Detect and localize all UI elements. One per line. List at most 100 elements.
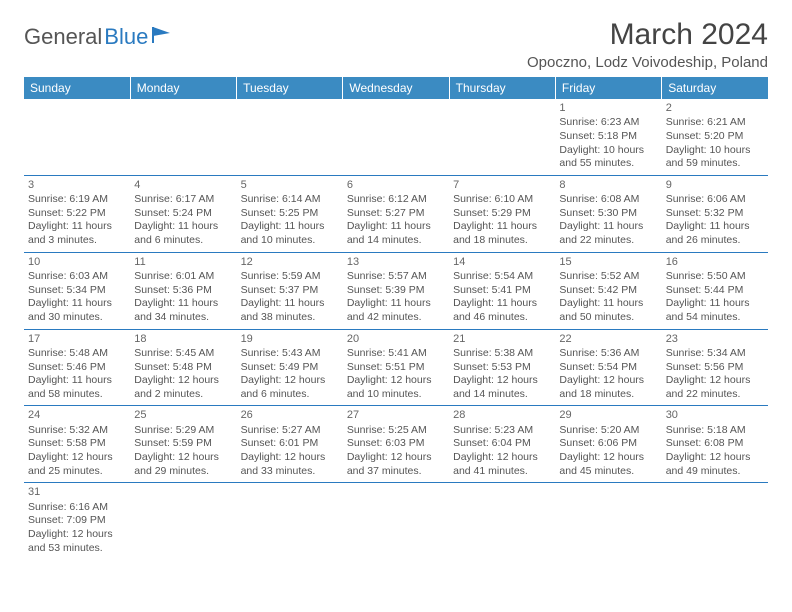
day-number: 21 [453, 332, 551, 346]
calendar-cell: 20Sunrise: 5:41 AMSunset: 5:51 PMDayligh… [343, 329, 449, 406]
day-number: 15 [559, 255, 657, 269]
calendar-cell: 13Sunrise: 5:57 AMSunset: 5:39 PMDayligh… [343, 252, 449, 329]
calendar-cell: 17Sunrise: 5:48 AMSunset: 5:46 PMDayligh… [24, 329, 130, 406]
calendar-cell: 2Sunrise: 6:21 AMSunset: 5:20 PMDaylight… [662, 99, 768, 175]
logo-text-1: General [24, 24, 102, 50]
day-number: 16 [666, 255, 764, 269]
calendar-cell: 5Sunrise: 6:14 AMSunset: 5:25 PMDaylight… [237, 175, 343, 252]
calendar-week: 1Sunrise: 6:23 AMSunset: 5:18 PMDaylight… [24, 99, 768, 175]
cell-line: Sunset: 5:32 PM [666, 207, 764, 221]
cell-line: and 25 minutes. [28, 465, 126, 479]
cell-line: Daylight: 12 hours [28, 528, 126, 542]
cell-line: Sunset: 5:37 PM [241, 284, 339, 298]
cell-line: and 55 minutes. [559, 157, 657, 171]
cell-line: Sunrise: 6:17 AM [134, 193, 232, 207]
cell-line: Sunrise: 5:32 AM [28, 424, 126, 438]
cell-line: Daylight: 11 hours [347, 220, 445, 234]
calendar-cell [449, 483, 555, 559]
cell-line: Daylight: 12 hours [347, 451, 445, 465]
cell-line: Sunrise: 6:14 AM [241, 193, 339, 207]
calendar-cell [555, 483, 661, 559]
calendar-week: 17Sunrise: 5:48 AMSunset: 5:46 PMDayligh… [24, 329, 768, 406]
cell-line: Sunset: 5:48 PM [134, 361, 232, 375]
cell-line: Sunrise: 6:21 AM [666, 116, 764, 130]
calendar-week: 24Sunrise: 5:32 AMSunset: 5:58 PMDayligh… [24, 406, 768, 483]
day-number: 14 [453, 255, 551, 269]
day-number: 30 [666, 408, 764, 422]
cell-line: Daylight: 11 hours [453, 297, 551, 311]
cell-line: Sunrise: 6:10 AM [453, 193, 551, 207]
calendar-cell [130, 483, 236, 559]
cell-line: Sunrise: 6:01 AM [134, 270, 232, 284]
cell-line: Sunrise: 5:59 AM [241, 270, 339, 284]
calendar-cell: 24Sunrise: 5:32 AMSunset: 5:58 PMDayligh… [24, 406, 130, 483]
cell-line: and 50 minutes. [559, 311, 657, 325]
calendar-table: SundayMondayTuesdayWednesdayThursdayFrid… [24, 77, 768, 559]
cell-line: Sunrise: 5:25 AM [347, 424, 445, 438]
cell-line: Daylight: 12 hours [241, 451, 339, 465]
day-header: Friday [555, 77, 661, 99]
day-number: 17 [28, 332, 126, 346]
cell-line: and 33 minutes. [241, 465, 339, 479]
cell-line: and 34 minutes. [134, 311, 232, 325]
calendar-cell: 6Sunrise: 6:12 AMSunset: 5:27 PMDaylight… [343, 175, 449, 252]
cell-line: Daylight: 11 hours [28, 297, 126, 311]
cell-line: Sunrise: 5:38 AM [453, 347, 551, 361]
logo-text-2: Blue [104, 24, 148, 50]
cell-line: Sunrise: 5:57 AM [347, 270, 445, 284]
cell-line: Daylight: 12 hours [347, 374, 445, 388]
day-number: 28 [453, 408, 551, 422]
calendar-cell [449, 99, 555, 175]
day-header: Saturday [662, 77, 768, 99]
day-number: 8 [559, 178, 657, 192]
cell-line: Sunset: 5:51 PM [347, 361, 445, 375]
cell-line: Daylight: 12 hours [559, 374, 657, 388]
cell-line: and 59 minutes. [666, 157, 764, 171]
cell-line: Sunrise: 5:54 AM [453, 270, 551, 284]
cell-line: Sunset: 7:09 PM [28, 514, 126, 528]
cell-line: Daylight: 12 hours [666, 374, 764, 388]
cell-line: Sunrise: 6:12 AM [347, 193, 445, 207]
calendar-cell: 14Sunrise: 5:54 AMSunset: 5:41 PMDayligh… [449, 252, 555, 329]
calendar-week: 31Sunrise: 6:16 AMSunset: 7:09 PMDayligh… [24, 483, 768, 559]
cell-line: Daylight: 12 hours [666, 451, 764, 465]
calendar-cell [662, 483, 768, 559]
cell-line: Sunrise: 6:16 AM [28, 501, 126, 515]
cell-line: and 42 minutes. [347, 311, 445, 325]
cell-line: and 18 minutes. [453, 234, 551, 248]
cell-line: Daylight: 11 hours [453, 220, 551, 234]
cell-line: Daylight: 11 hours [134, 297, 232, 311]
calendar-cell [343, 99, 449, 175]
cell-line: Daylight: 11 hours [666, 297, 764, 311]
cell-line: Sunset: 6:06 PM [559, 437, 657, 451]
cell-line: Sunrise: 5:45 AM [134, 347, 232, 361]
day-header-row: SundayMondayTuesdayWednesdayThursdayFrid… [24, 77, 768, 99]
cell-line: Sunrise: 5:27 AM [241, 424, 339, 438]
calendar-week: 10Sunrise: 6:03 AMSunset: 5:34 PMDayligh… [24, 252, 768, 329]
cell-line: and 22 minutes. [559, 234, 657, 248]
cell-line: Sunset: 5:20 PM [666, 130, 764, 144]
calendar-cell: 29Sunrise: 5:20 AMSunset: 6:06 PMDayligh… [555, 406, 661, 483]
cell-line: Sunset: 5:18 PM [559, 130, 657, 144]
month-title: March 2024 [527, 18, 768, 52]
cell-line: Sunset: 6:08 PM [666, 437, 764, 451]
calendar-week: 3Sunrise: 6:19 AMSunset: 5:22 PMDaylight… [24, 175, 768, 252]
calendar-cell: 22Sunrise: 5:36 AMSunset: 5:54 PMDayligh… [555, 329, 661, 406]
calendar-cell: 27Sunrise: 5:25 AMSunset: 6:03 PMDayligh… [343, 406, 449, 483]
cell-line: Sunset: 6:01 PM [241, 437, 339, 451]
cell-line: and 3 minutes. [28, 234, 126, 248]
day-number: 25 [134, 408, 232, 422]
calendar-cell: 26Sunrise: 5:27 AMSunset: 6:01 PMDayligh… [237, 406, 343, 483]
calendar-cell: 1Sunrise: 6:23 AMSunset: 5:18 PMDaylight… [555, 99, 661, 175]
cell-line: Sunrise: 5:48 AM [28, 347, 126, 361]
cell-line: Daylight: 12 hours [559, 451, 657, 465]
calendar-cell: 30Sunrise: 5:18 AMSunset: 6:08 PMDayligh… [662, 406, 768, 483]
day-number: 22 [559, 332, 657, 346]
cell-line: and 58 minutes. [28, 388, 126, 402]
cell-line: Sunrise: 6:08 AM [559, 193, 657, 207]
cell-line: Daylight: 11 hours [666, 220, 764, 234]
calendar-cell [237, 483, 343, 559]
cell-line: and 2 minutes. [134, 388, 232, 402]
cell-line: Sunset: 5:44 PM [666, 284, 764, 298]
cell-line: Sunset: 5:53 PM [453, 361, 551, 375]
